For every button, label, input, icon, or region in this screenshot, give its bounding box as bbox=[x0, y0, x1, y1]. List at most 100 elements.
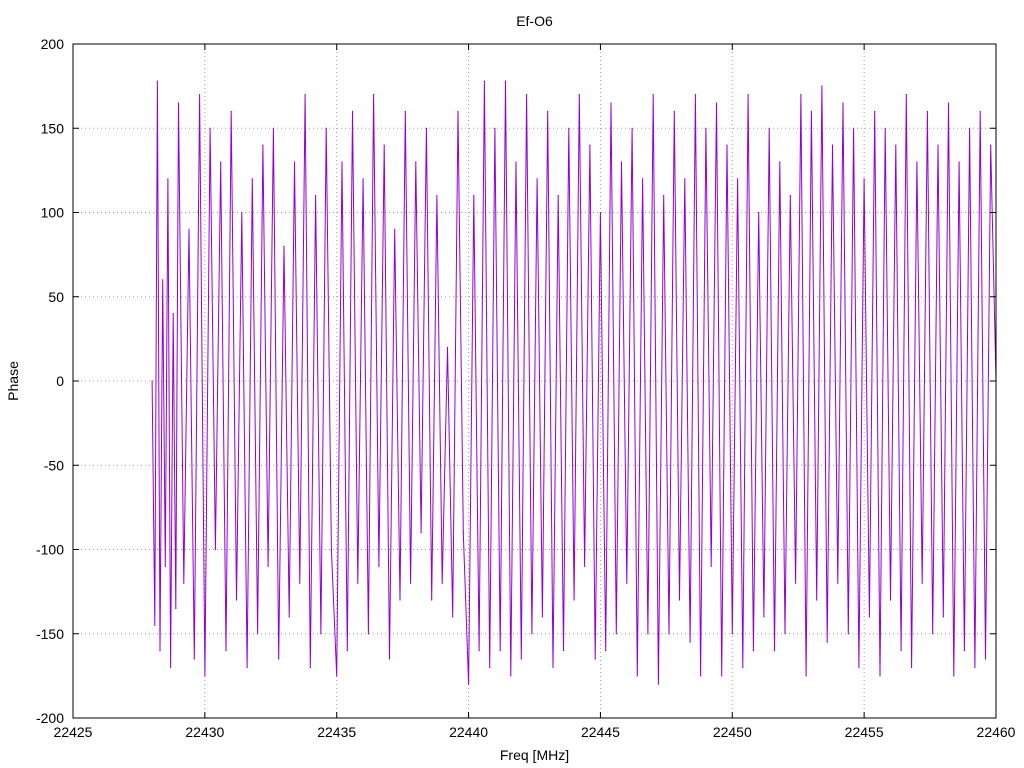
series-line bbox=[151, 81, 997, 685]
data-point bbox=[425, 127, 427, 129]
data-point bbox=[257, 633, 259, 635]
series-layer bbox=[151, 80, 997, 685]
data-point bbox=[974, 666, 976, 669]
data-point bbox=[826, 641, 828, 643]
data-point bbox=[990, 144, 992, 146]
data-point bbox=[164, 565, 166, 568]
data-point bbox=[526, 93, 528, 96]
data-point bbox=[267, 565, 269, 568]
data-point bbox=[230, 110, 232, 112]
data-point bbox=[336, 675, 338, 677]
data-point bbox=[167, 178, 169, 180]
data-point bbox=[578, 93, 580, 96]
data-point bbox=[837, 582, 839, 584]
y-tick-label: 0 bbox=[56, 373, 64, 389]
data-point bbox=[610, 102, 612, 104]
data-point bbox=[541, 616, 544, 618]
data-point bbox=[874, 110, 876, 112]
data-point bbox=[795, 582, 797, 584]
data-point bbox=[520, 658, 522, 660]
data-point bbox=[159, 650, 161, 652]
data-point bbox=[399, 599, 401, 601]
x-tick-label: 22425 bbox=[54, 724, 93, 740]
data-point bbox=[926, 110, 929, 112]
data-point bbox=[599, 211, 602, 214]
data-point bbox=[462, 532, 464, 534]
data-point bbox=[410, 582, 412, 584]
y-tick-label: 100 bbox=[41, 205, 65, 221]
data-point bbox=[710, 565, 712, 568]
x-tick-label: 22430 bbox=[185, 724, 224, 740]
data-point bbox=[468, 683, 470, 685]
data-point bbox=[220, 161, 222, 163]
data-point bbox=[351, 110, 354, 112]
data-point bbox=[821, 85, 823, 87]
chart-title: Ef-O6 bbox=[516, 13, 553, 29]
data-point bbox=[383, 144, 385, 146]
data-point bbox=[241, 211, 243, 214]
data-point bbox=[330, 548, 332, 551]
y-tick-label: -50 bbox=[44, 457, 64, 473]
data-point bbox=[283, 245, 285, 247]
data-point bbox=[483, 80, 485, 82]
data-point bbox=[299, 582, 301, 584]
y-tick-label: 150 bbox=[41, 120, 65, 136]
data-point bbox=[204, 675, 206, 677]
data-point bbox=[942, 616, 944, 618]
data-point bbox=[605, 650, 607, 652]
data-point bbox=[668, 633, 670, 635]
x-tick-label: 22435 bbox=[317, 724, 356, 740]
data-point bbox=[515, 161, 517, 163]
data-point bbox=[193, 658, 195, 660]
data-point bbox=[879, 675, 881, 677]
data-point bbox=[947, 102, 950, 104]
data-point bbox=[309, 666, 311, 669]
data-point bbox=[536, 178, 538, 180]
data-point bbox=[673, 110, 675, 112]
data-point bbox=[979, 110, 981, 112]
data-point bbox=[636, 675, 638, 677]
data-point bbox=[816, 599, 818, 601]
data-point bbox=[620, 161, 623, 163]
data-point bbox=[657, 683, 660, 685]
data-point bbox=[737, 178, 739, 180]
data-point bbox=[473, 195, 475, 197]
y-tick-label: -150 bbox=[36, 626, 64, 642]
data-point bbox=[557, 195, 559, 197]
x-tick-label: 22460 bbox=[977, 724, 1016, 740]
data-point bbox=[262, 144, 264, 146]
data-point bbox=[831, 144, 834, 146]
data-point bbox=[784, 633, 786, 635]
data-point bbox=[441, 582, 443, 584]
data-point bbox=[562, 650, 565, 652]
data-point bbox=[889, 599, 892, 601]
data-point bbox=[288, 616, 290, 618]
data-point bbox=[589, 144, 591, 146]
data-point bbox=[320, 633, 322, 635]
data-point bbox=[457, 110, 459, 112]
data-point bbox=[199, 93, 201, 96]
data-point bbox=[858, 666, 860, 669]
x-tick-label: 22450 bbox=[713, 724, 752, 740]
data-point bbox=[594, 658, 596, 660]
data-point bbox=[420, 532, 422, 534]
data-point bbox=[278, 658, 280, 660]
data-point bbox=[172, 313, 174, 315]
data-point bbox=[378, 565, 380, 568]
data-point bbox=[868, 616, 871, 618]
data-point bbox=[547, 110, 549, 112]
data-point bbox=[325, 127, 327, 129]
data-point bbox=[394, 228, 396, 230]
y-axis-label: Phase bbox=[5, 361, 21, 401]
data-point bbox=[388, 658, 391, 660]
data-point bbox=[726, 144, 728, 146]
data-point bbox=[700, 675, 702, 677]
data-point bbox=[177, 102, 180, 104]
data-point bbox=[304, 93, 306, 96]
data-point bbox=[341, 161, 343, 163]
data-point bbox=[773, 650, 776, 652]
data-point bbox=[615, 633, 617, 635]
data-point bbox=[235, 599, 238, 601]
data-point bbox=[884, 127, 886, 129]
data-point bbox=[684, 178, 686, 180]
